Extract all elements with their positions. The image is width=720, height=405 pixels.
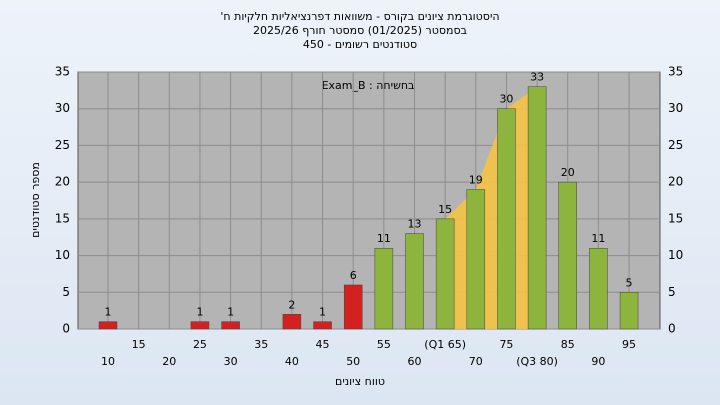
bar	[619, 292, 639, 330]
x-tick-label: 75	[499, 338, 513, 351]
x-tick-label: (Q3 80)	[516, 355, 558, 368]
bar	[282, 314, 302, 330]
data-label: 19	[469, 173, 483, 186]
x-tick-label: 20	[162, 355, 176, 368]
x-tick-label: 10	[101, 355, 115, 368]
x-tick-label: 85	[561, 338, 575, 351]
chart-title: היסטוגרמת ציונים בקורס - משוואות דפרנציא…	[220, 10, 499, 23]
x-tick-label: 90	[591, 355, 605, 368]
x-tick-label: 50	[346, 355, 360, 368]
chart-subtitle: סטודנטים רשומים - 450	[303, 38, 417, 51]
data-label: 11	[591, 232, 605, 245]
bar	[313, 321, 332, 330]
x-tick-label: 55	[377, 338, 391, 351]
data-label: 11	[377, 232, 391, 245]
bar	[497, 108, 516, 330]
y2-tick-label: 5	[668, 285, 676, 299]
x-tick-label: (Q1 65)	[424, 338, 466, 351]
data-label: 33	[530, 71, 544, 84]
bar	[98, 321, 118, 330]
x-tick-label: 25	[193, 338, 207, 351]
data-label: 1	[227, 306, 234, 319]
data-label: 6	[350, 269, 357, 282]
y-axis-title: מספר סטודנטים	[29, 162, 42, 238]
y2-tick-label: 25	[668, 138, 683, 152]
data-label: 20	[561, 166, 575, 179]
x-tick-label: 45	[316, 338, 330, 351]
x-tick-label: 95	[622, 338, 636, 351]
data-label: 1	[196, 306, 203, 319]
y-tick-label: 5	[62, 285, 70, 299]
data-label: 1	[319, 306, 326, 319]
bar	[435, 218, 455, 330]
y-tick-label: 0	[62, 322, 70, 336]
y-tick-label: 30	[55, 101, 70, 115]
x-tick-label: 30	[224, 355, 238, 368]
y-tick-label: 15	[55, 211, 70, 225]
x-tick-label: 70	[469, 355, 483, 368]
data-label: 30	[499, 93, 513, 106]
annotation: בחשיחה : Exam_B	[322, 79, 415, 92]
y-tick-label: 35	[55, 65, 70, 79]
bar	[558, 181, 577, 330]
y2-tick-label: 35	[668, 65, 683, 79]
data-label: 15	[438, 203, 452, 216]
x-tick-label: 40	[285, 355, 299, 368]
x-axis-title: טווח ציונים	[335, 375, 385, 388]
bar	[466, 189, 486, 330]
x-tick-label: 15	[132, 338, 146, 351]
y2-tick-label: 10	[668, 248, 683, 262]
x-tick-label: 60	[408, 355, 422, 368]
data-label: 13	[408, 218, 422, 231]
bar	[374, 247, 394, 330]
bar	[343, 284, 363, 330]
bar	[405, 233, 424, 330]
bar	[589, 247, 608, 330]
data-label: 1	[105, 306, 112, 319]
y2-tick-label: 30	[668, 101, 683, 115]
y-tick-label: 20	[55, 175, 70, 189]
x-tick-label: 35	[254, 338, 268, 351]
y2-tick-label: 20	[668, 175, 683, 189]
bar	[221, 321, 240, 330]
chart-subtitle: בסמסטר (01/2025) סמסטר חורף 2025/26	[253, 24, 467, 37]
y-tick-label: 10	[55, 248, 70, 262]
y2-tick-label: 15	[668, 211, 683, 225]
data-label: 5	[626, 276, 633, 289]
y-tick-label: 25	[55, 138, 70, 152]
bar	[527, 86, 547, 330]
data-label: 2	[288, 298, 295, 311]
bar	[190, 321, 210, 330]
y2-tick-label: 0	[668, 322, 676, 336]
